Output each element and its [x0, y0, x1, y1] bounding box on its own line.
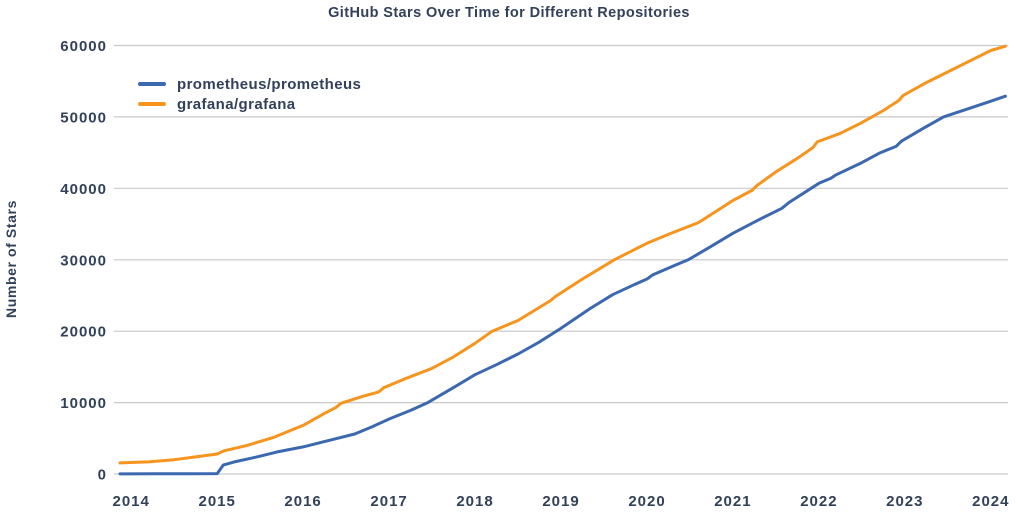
y-tick-label: 30000: [60, 252, 107, 269]
x-tick-label: 2024: [972, 493, 1009, 510]
legend-label-prometheus: prometheus/prometheus: [177, 75, 362, 93]
y-tick-label: 0: [98, 467, 107, 484]
legend: prometheus/prometheus grafana/grafana: [138, 74, 361, 114]
x-tick-label: 2020: [628, 493, 665, 510]
y-tick-label: 60000: [60, 38, 107, 55]
legend-label-grafana: grafana/grafana: [177, 95, 296, 113]
x-tick-label: 2023: [886, 493, 923, 510]
x-tick-label: 2019: [542, 493, 579, 510]
x-tick-label: 2018: [456, 493, 493, 510]
series-line-prometheus: [118, 94, 1007, 476]
y-tick-label: 10000: [60, 395, 107, 412]
x-tick-label: 2016: [284, 493, 321, 510]
y-tick-label: 50000: [60, 109, 107, 126]
legend-item-prometheus: prometheus/prometheus: [138, 74, 361, 94]
legend-item-grafana: grafana/grafana: [138, 94, 361, 114]
x-tick-label: 2014: [113, 493, 150, 510]
series-line-grafana: [118, 44, 1007, 465]
x-tick-label: 2021: [714, 493, 751, 510]
prometheus-line-swatch: [138, 82, 166, 86]
x-tick-label: 2015: [199, 493, 236, 510]
chart-title: GitHub Stars Over Time for Different Rep…: [328, 5, 690, 21]
x-tick-label: 2022: [800, 493, 837, 510]
y-tick-label: 20000: [60, 324, 107, 341]
y-tick-label: 40000: [60, 181, 107, 198]
x-tick-label: 2017: [370, 493, 407, 510]
grafana-line-swatch: [138, 102, 166, 106]
